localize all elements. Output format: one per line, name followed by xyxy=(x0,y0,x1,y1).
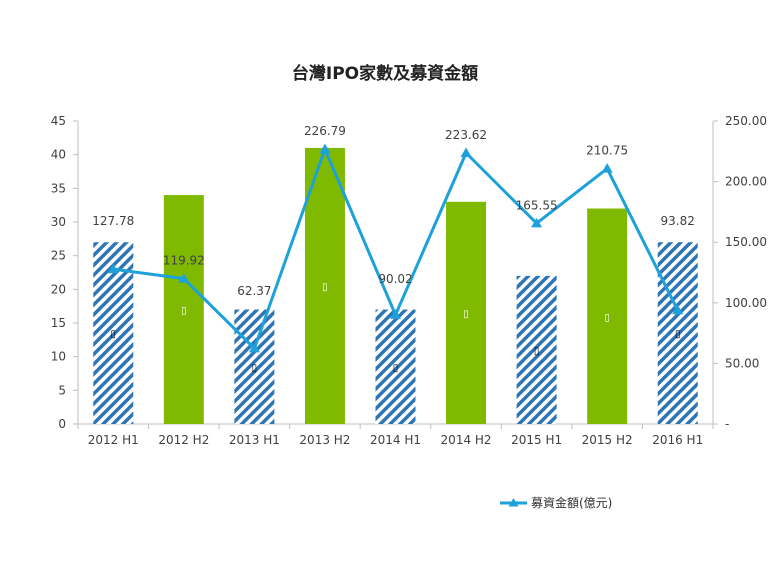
x-tick-label: 2016 H1 xyxy=(652,433,703,447)
bar xyxy=(657,242,698,424)
line-point-marker xyxy=(672,304,684,315)
line-data-label: 127.78 xyxy=(92,214,134,228)
legend: 募資金額(億元) xyxy=(500,495,612,510)
right-tick-label: 150.00 xyxy=(725,235,767,249)
legend-label: 募資金額(億元) xyxy=(531,495,612,510)
line-data-label: 210.75 xyxy=(586,144,628,158)
left-tick-label: 35 xyxy=(51,181,66,195)
line-data-label: 93.82 xyxy=(661,214,695,228)
right-tick-label: - xyxy=(725,417,729,431)
legend-marker-icon xyxy=(508,498,519,507)
line-point-marker xyxy=(390,309,401,319)
right-tick-label: 200.00 xyxy=(725,175,767,189)
x-tick-label: 2015 H1 xyxy=(511,433,562,447)
line-data-label: 119.92 xyxy=(163,254,205,268)
bar xyxy=(163,195,204,424)
line-point-marker xyxy=(319,143,331,154)
bar xyxy=(304,147,345,424)
line-point-marker xyxy=(178,273,190,283)
bar-label: ▯ xyxy=(111,329,117,340)
bar-label: ▯ xyxy=(604,312,610,323)
line-point-marker xyxy=(601,163,613,173)
line-data-label: 90.02 xyxy=(378,272,412,286)
bar xyxy=(375,309,416,424)
line-point-marker xyxy=(460,147,472,157)
line-data-label: 223.62 xyxy=(445,128,487,142)
left-tick-label: 40 xyxy=(51,148,66,162)
left-tick-label: 10 xyxy=(51,350,66,364)
bar xyxy=(587,208,628,424)
data-labels: 127.78 119.92 62.37 226.79 90.02 223.62 165.55… xyxy=(92,124,695,298)
bar-label: ▯ xyxy=(393,363,399,374)
bar-label: ▯ xyxy=(181,306,187,317)
bar xyxy=(446,201,487,424)
right-tick-label: 100.00 xyxy=(725,296,767,310)
bar-label: ▯ xyxy=(463,309,469,320)
left-tick-label: 30 xyxy=(51,215,66,229)
x-tick-label: 2012 H2 xyxy=(158,433,209,447)
x-tick-label: 2013 H2 xyxy=(299,433,350,447)
line-series xyxy=(107,143,684,353)
bar xyxy=(516,275,557,424)
left-tick-label: 25 xyxy=(51,249,66,263)
left-tick-label: 15 xyxy=(51,316,66,330)
left-tick-label: 0 xyxy=(58,417,66,431)
x-tick-label: 2012 H1 xyxy=(88,433,139,447)
line-point-marker xyxy=(107,263,119,274)
line-data-label: 165.55 xyxy=(516,198,558,212)
line-data-label: 226.79 xyxy=(304,124,346,138)
right-tick-label: 50.00 xyxy=(725,356,759,370)
x-tick-label: 2014 H2 xyxy=(441,433,492,447)
left-tick-label: 45 xyxy=(51,114,66,128)
bar-label: ▯ xyxy=(534,346,540,357)
bar xyxy=(234,309,275,424)
bar-label: ▯ xyxy=(252,363,258,374)
x-tick-label: 2015 H2 xyxy=(582,433,633,447)
x-tick-label: 2014 H1 xyxy=(370,433,421,447)
bar-label: ▯ xyxy=(675,329,681,340)
bar-label: ▯ xyxy=(322,282,328,293)
bars: ▯ ▯ ▯ ▯ ▯ ▯ ▯ ▯ ▯ xyxy=(93,147,698,424)
line-point-marker xyxy=(248,342,260,353)
chart-title: 台灣IPO家數及募資金額 xyxy=(292,63,478,84)
axes: 0 5 10 15 20 25 30 35 40 45 - 50.00 100.00 150.00 200.… xyxy=(51,114,767,447)
left-tick-label: 20 xyxy=(51,282,66,296)
line-data-label: 62.37 xyxy=(237,284,271,298)
line-point-marker xyxy=(531,217,543,228)
right-tick-label: 250.00 xyxy=(725,114,767,128)
left-tick-label: 5 xyxy=(58,383,66,397)
x-tick-label: 2013 H1 xyxy=(229,433,280,447)
